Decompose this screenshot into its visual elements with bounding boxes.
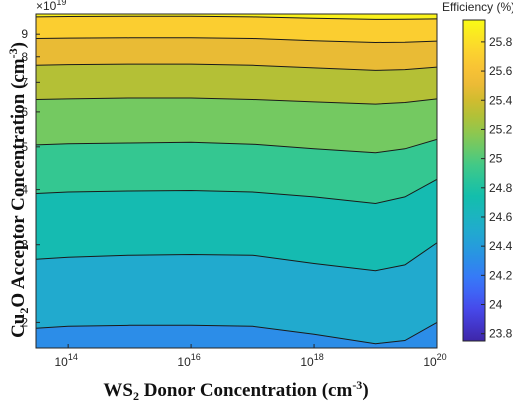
- contour-line: [36, 242, 437, 272]
- x-tick-label: 1016: [177, 352, 200, 369]
- x-axis-ticks: 1014 1016 1018 1020: [54, 344, 447, 369]
- colorbar-tick-label: 25.2: [489, 122, 513, 136]
- colorbar-label: Efficiency (%): [442, 0, 513, 14]
- colorbar: [462, 19, 486, 342]
- contour-line: [36, 37, 437, 44]
- contour-fill-regions: [36, 14, 437, 348]
- contour-line: [36, 97, 437, 105]
- colorbar-tick-label: 24.4: [489, 239, 513, 253]
- x-tick-label: 1014: [54, 352, 77, 369]
- contour-line: [36, 178, 437, 205]
- y-tick-label: 9: [21, 27, 28, 41]
- y-tick-label: 8: [21, 50, 28, 64]
- x-tick-label: 1018: [300, 352, 323, 369]
- x-axis-label: WS2 Donor Concentration (cm-3): [103, 378, 368, 403]
- colorbar-tick-label: 24.2: [489, 268, 513, 282]
- colorbar-tick-label: 24.6: [489, 210, 513, 224]
- contour-line: [36, 321, 437, 345]
- y-tick-label: 4: [21, 183, 28, 197]
- y-tick-label: 3: [21, 238, 28, 252]
- contour-line: [36, 15, 437, 20]
- contour-lines: [36, 15, 437, 345]
- y-axis-multiplier: ×1019: [36, 0, 66, 13]
- contour-band: [36, 14, 437, 43]
- x-tick-label: 1020: [423, 352, 446, 369]
- y-tick-label: 6: [21, 105, 28, 119]
- colorbar-tick-label: 25.8: [489, 35, 513, 49]
- colorbar-ticks: 23.8 24 24.2 24.4 24.6 24.8 25 25.2 25.4 25.6 25.8: [481, 35, 513, 341]
- colorbar-tick-label: 24: [489, 298, 503, 312]
- colorbar-tick-label: 23.8: [489, 327, 513, 341]
- colorbar-tick-label: 25.4: [489, 93, 513, 107]
- y-tick-label: 7: [21, 75, 28, 89]
- colorbar-tick-label: 24.8: [489, 181, 513, 195]
- y-axis-ticks: 2 3 4 5 6 7 8 9: [21, 27, 40, 329]
- y-axis-label: Cu2O Acceptor Concentration (cm-3): [6, 42, 31, 338]
- contour-line: [36, 138, 437, 154]
- colorbar-tick-label: 25: [489, 152, 503, 166]
- contour-line: [36, 63, 437, 71]
- y-tick-label: 5: [21, 140, 28, 154]
- plot-frame: [35, 13, 438, 349]
- y-tick-label: 2: [21, 315, 28, 329]
- colorbar-tick-label: 25.6: [489, 64, 513, 78]
